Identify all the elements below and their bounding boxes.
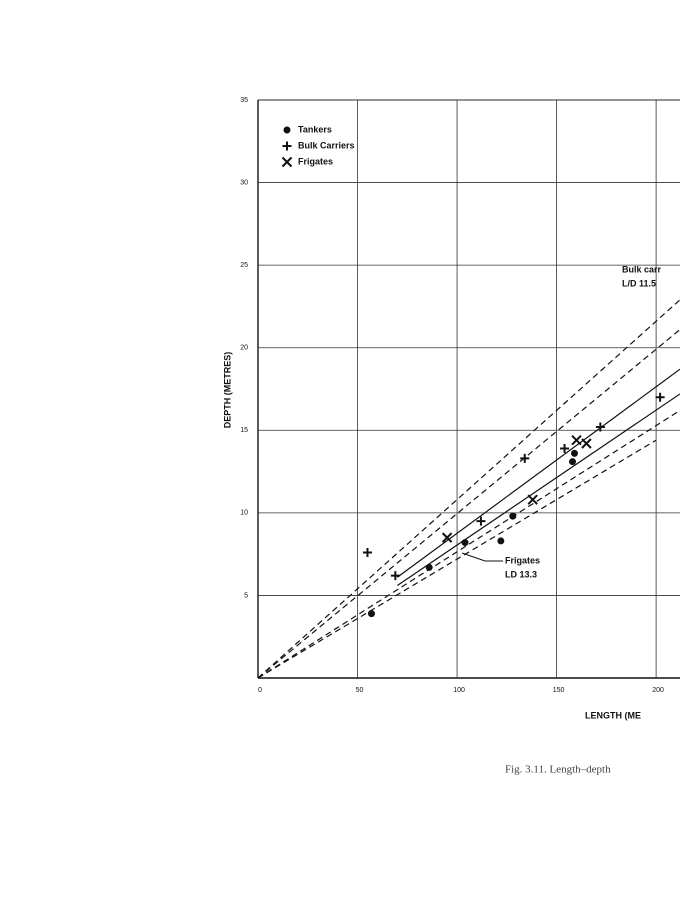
bulk-carrier-point [390, 571, 400, 581]
x-tick-label: 200 [652, 687, 664, 694]
frigate-point [581, 438, 592, 449]
x-tick-label: 100 [453, 687, 465, 694]
y-tick-label: 35 [240, 97, 248, 104]
bulk-carrier-point [362, 547, 372, 557]
bulk-carrier-point [560, 443, 570, 453]
annotation: Frigates [505, 555, 540, 565]
x-tick-label: 150 [553, 687, 565, 694]
bulk-carrier-point [595, 422, 605, 432]
reference-line [257, 299, 680, 679]
legend-label: Frigates [298, 156, 333, 166]
bulk-carrier-point [520, 453, 530, 463]
tanker-point [283, 126, 291, 134]
reference-line [396, 368, 680, 578]
x-axis-label: LENGTH (ME [585, 710, 641, 720]
reference-line [397, 393, 680, 587]
tanker-point [367, 610, 375, 618]
annotation: LD 13.3 [505, 569, 537, 579]
y-tick-label: 10 [240, 510, 248, 517]
bulk-carrier-point [282, 141, 292, 151]
reference-line [257, 409, 680, 679]
tanker-point [425, 563, 433, 571]
tanker-point [569, 458, 577, 466]
x-tick-label: 50 [356, 687, 364, 694]
tanker-point [509, 512, 517, 520]
bulk-carrier-point [476, 516, 486, 526]
y-tick-label: 20 [240, 345, 248, 352]
y-tick-label: 25 [240, 262, 248, 269]
frigate-point [441, 532, 453, 543]
reference-line [257, 439, 657, 679]
annotation: Bulk carr [622, 264, 662, 274]
tanker-point [461, 539, 469, 547]
frigate-point [527, 494, 538, 505]
y-tick-label: 15 [240, 427, 248, 434]
caption: Fig. 3.11. Length–depth [505, 764, 611, 776]
frigate-point [571, 434, 582, 446]
bulk-carrier-point [655, 392, 665, 402]
tanker-point [571, 449, 578, 457]
legend-label: Bulk Carriers [298, 140, 355, 150]
annotation-leader [461, 552, 503, 562]
x-tick-label: 0 [258, 687, 262, 694]
reference-line [257, 329, 680, 679]
y-tick-label: 5 [244, 592, 248, 599]
annotation: L/D 11.5 [622, 278, 656, 288]
frigate-point [281, 156, 293, 168]
y-axis-label: DEPTH (METRES) [222, 352, 232, 429]
tanker-point [497, 537, 505, 545]
y-tick-label: 30 [240, 179, 248, 186]
legend-label: Tankers [298, 124, 332, 134]
